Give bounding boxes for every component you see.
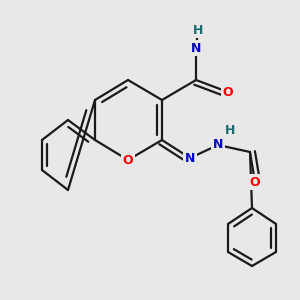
Text: N: N xyxy=(191,41,201,55)
Text: H: H xyxy=(225,124,235,137)
Text: O: O xyxy=(223,85,233,98)
Text: H: H xyxy=(193,23,203,37)
Text: O: O xyxy=(123,154,133,166)
Text: N: N xyxy=(213,139,223,152)
Text: H: H xyxy=(193,23,203,37)
Text: N: N xyxy=(185,152,195,164)
Text: O: O xyxy=(250,176,260,188)
